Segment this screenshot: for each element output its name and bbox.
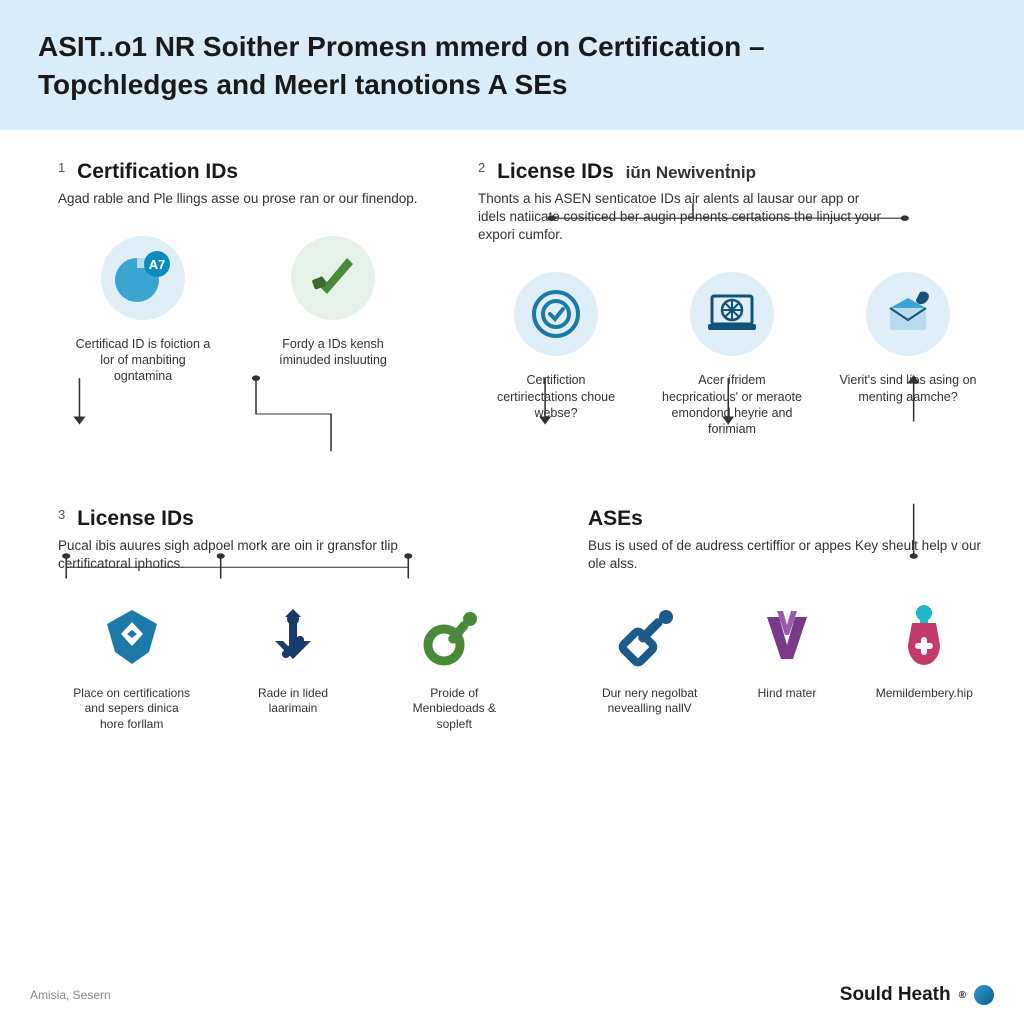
section-2-number: 2 [478,160,485,175]
footer: Amisia, Sesern Sould Heath® [0,984,1024,1006]
footer-brand: Sould Heath® [840,984,994,1006]
section-4-desc: Bus is used of de audress certiffior or … [588,537,986,573]
s3-item-0: Place on certifications and sepers dinic… [58,602,205,733]
section-1-title: 1 Certification IDs [58,160,418,184]
s4-item-0: Dur nery negolbat nevealling nallV [588,602,711,717]
brand-dot-icon [974,985,994,1005]
key-loop-icon [419,602,489,672]
s2-item-2: Vierit's sind líos asing on menting aamc… [830,272,986,437]
svg-text:A7: A7 [149,257,166,272]
tag-plus-icon [889,602,959,672]
section-2-icons: Certifiction certiriectations choue webs… [478,272,986,437]
section-1-icons: A7 Certificad ID is foiction a lor of ma… [58,236,418,385]
s4-item-2-caption: Memildembery.hip [864,686,984,702]
s1-item-1: Fordy a IDs kensh íminuded insluuting [248,236,418,385]
section-3-title: 3 License IDs [58,507,528,531]
section-2: 2 License IDs iŭn Newivenṫnip Thonts a h… [478,160,986,438]
s2-item-0: Certifiction certiriectations choue webs… [478,272,634,437]
brand-name: Sould Heath [840,984,951,1006]
envelope-feather-icon [866,272,950,356]
s3-item-1-caption: Rade in lided laarimain [233,686,353,717]
section-1-number: 1 [58,160,65,175]
section-1-desc: Agad rable and Ple llings asse ou prose … [58,190,418,208]
page-title: ASIT..o1 NR Soither Promesn mmerd on Cer… [38,28,986,104]
section-3-icons: Place on certifications and sepers dinic… [58,602,528,733]
section-2-desc: Thonts a his ASEN senticatoe IDs air ale… [478,190,888,245]
s3-item-2-caption: Proide of Menbiedoads & sopleft [394,686,514,733]
header: ASIT..o1 NR Soither Promesn mmerd on Cer… [0,0,1024,130]
section-4-icons: Dur nery negolbat nevealling nallV Hind … [588,602,986,717]
s3-item-0-caption: Place on certifications and sepers dinic… [72,686,192,733]
section-3-title-text: License IDs [77,507,194,530]
s2-item-1-caption: Acer ífridem hecpricatious' or meraote e… [662,372,802,437]
section-3: 3 License IDs Pucal ibis auures sigh adp… [58,507,528,732]
section-4-title: ASEs [588,507,986,531]
footer-credit: Amisia, Sesern [30,988,111,1002]
s1-item-0: A7 Certificad ID is foiction a lor of ma… [58,236,228,385]
section-3-desc: Pucal ibis auures sigh adpoel mork are o… [58,537,468,573]
s1-item-1-caption: Fordy a IDs kensh íminuded insluuting [263,336,403,369]
s4-item-0-caption: Dur nery negolbat nevealling nallV [590,686,710,717]
s2-item-2-caption: Vierit's sind líos asing on menting aamc… [838,372,978,405]
key-square-icon [615,602,685,672]
row-bottom: 3 License IDs Pucal ibis auures sigh adp… [58,507,986,732]
double-v-icon [752,602,822,672]
content: 1 Certification IDs Agad rable and Ple l… [0,130,1024,743]
section-3-number: 3 [58,507,65,522]
title-line2: Topchledges and Meerl tanotions A SEs [38,69,567,100]
s3-item-2: Proide of Menbiedoads & sopleft [381,602,528,733]
s3-item-1: Rade in lided laarimain [219,602,366,733]
s2-item-1: Acer ífridem hecpricatious' or meraote e… [654,272,810,437]
badge-a7-icon: A7 [101,236,185,320]
s2-item-0-caption: Certifiction certiriectations choue webs… [486,372,626,421]
row-top: 1 Certification IDs Agad rable and Ple l… [58,160,986,438]
checkmark-ribbon-icon [291,236,375,320]
section-2-title-text: License IDs [497,160,614,183]
target-check-icon [514,272,598,356]
title-line1: ASIT..o1 NR Soither Promesn mmerd on Cer… [38,31,765,62]
s1-item-0-caption: Certificad ID is foiction a lor of manbi… [73,336,213,385]
laptop-wheel-icon [690,272,774,356]
s4-item-1: Hind mater [725,602,848,717]
section-4: ASEs Bus is used of de audress certiffio… [588,507,986,732]
section-2-subtitle: iŭn Newivenṫnip [626,163,756,182]
anchor-arrow-icon [258,602,328,672]
s4-item-2: Memildembery.hip [863,602,986,717]
section-2-title: 2 License IDs iŭn Newivenṫnip [478,160,986,184]
s4-item-1-caption: Hind mater [727,686,847,702]
section-1: 1 Certification IDs Agad rable and Ple l… [58,160,418,438]
section-1-title-text: Certification IDs [77,160,238,183]
shield-diamond-icon [97,602,167,672]
